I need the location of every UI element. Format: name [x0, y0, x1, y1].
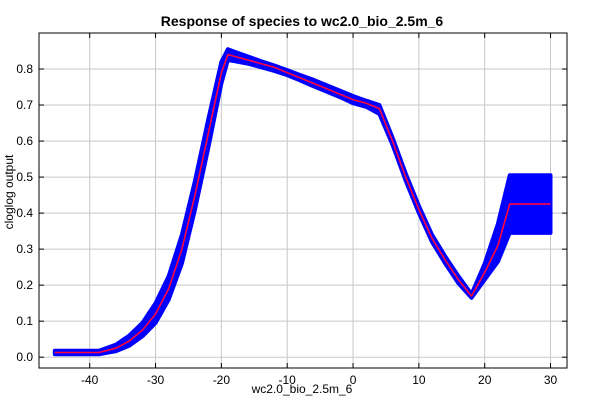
data-layer: [52, 47, 553, 357]
plot-frame: [38, 32, 568, 369]
x-tick-label: 0: [350, 373, 357, 387]
x-tick-label: 20: [478, 373, 492, 387]
chart-title: Response of species to wc2.0_bio_2.5m_6: [161, 13, 444, 29]
mean-response-line: [54, 53, 551, 354]
y-tick-label: 0.6: [16, 134, 33, 148]
y-tick-label: 0.5: [16, 170, 33, 184]
x-tick-label: 30: [544, 373, 558, 387]
axes-frame: [38, 32, 568, 369]
y-tick-label: 0.3: [16, 242, 33, 256]
y-tick-label: 0.7: [16, 98, 33, 112]
x-tick-label: -10: [279, 373, 297, 387]
y-tick-label: 0.4: [16, 206, 33, 220]
confidence-band: [52, 47, 553, 357]
y-axis-label: cloglog output: [2, 154, 16, 229]
y-tick-label: 0.8: [16, 62, 33, 76]
y-tick-label: 0.1: [16, 314, 33, 328]
tick-layer: -40 -30 -20 -10 0 10 20 30 0.0 0.1 0.2 0.3 0.4 0.5 0.6…: [16, 33, 567, 387]
grid-lines: [39, 33, 567, 368]
x-tick-label: -20: [213, 373, 231, 387]
x-tick-label: 10: [412, 373, 426, 387]
x-tick-label: -30: [147, 373, 165, 387]
x-axis-label: wc2.0_bio_2.5m_6: [251, 382, 353, 396]
x-tick-label: -40: [81, 373, 99, 387]
y-tick-label: 0.0: [16, 350, 33, 364]
y-tick-label: 0.2: [16, 278, 33, 292]
